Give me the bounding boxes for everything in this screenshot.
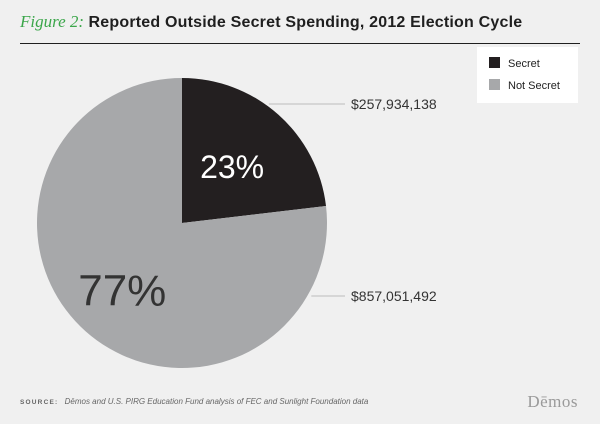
chart-title: Figure 2: Reported Outside Secret Spendi… bbox=[20, 12, 522, 32]
legend-item-not-secret: Not Secret bbox=[489, 79, 560, 93]
pie-slice-not-secret bbox=[36, 78, 327, 368]
source-label: SOURCE: bbox=[20, 399, 59, 406]
legend-item-secret: Secret bbox=[489, 57, 540, 71]
value-label-not-secret: $857,051,492 bbox=[351, 288, 437, 304]
percent-label-not-secret: 77% bbox=[78, 267, 166, 316]
value-label-secret: $257,934,138 bbox=[351, 96, 437, 112]
percent-label-secret: 23% bbox=[200, 149, 264, 185]
figure-label: Figure 2: bbox=[20, 12, 85, 31]
legend: Secret Not Secret bbox=[477, 47, 578, 103]
source-note: SOURCE: Dēmos and U.S. PIRG Education Fu… bbox=[20, 397, 368, 406]
legend-swatch-secret bbox=[489, 57, 500, 68]
legend-label-not-secret: Not Secret bbox=[508, 80, 560, 92]
demos-logo: Dēmos bbox=[527, 392, 578, 411]
legend-swatch-not-secret bbox=[489, 79, 500, 90]
pie-slice-secret bbox=[182, 78, 327, 223]
title-divider bbox=[20, 43, 580, 44]
source-text: Dēmos and U.S. PIRG Education Fund analy… bbox=[64, 397, 369, 406]
title-text: Reported Outside Secret Spending, 2012 E… bbox=[88, 14, 523, 31]
legend-label-secret: Secret bbox=[508, 58, 540, 70]
